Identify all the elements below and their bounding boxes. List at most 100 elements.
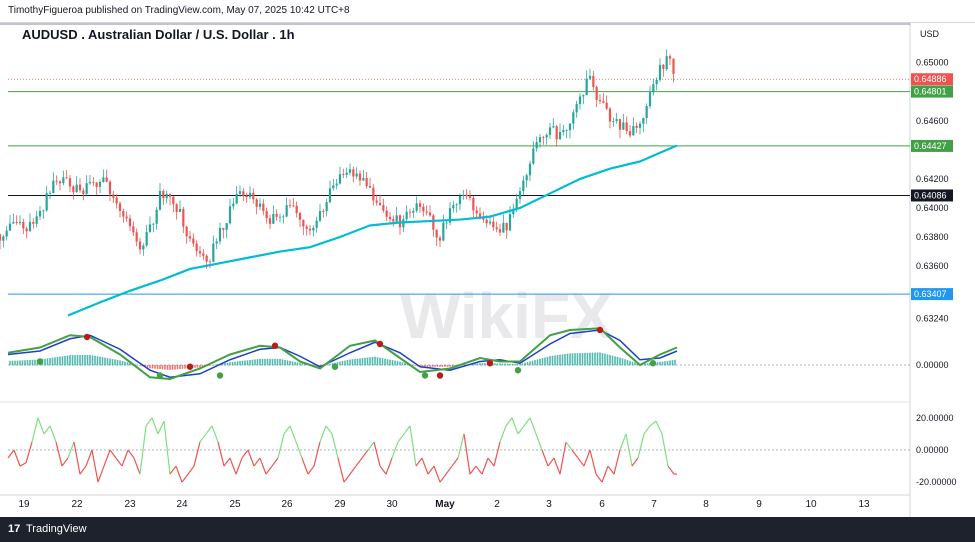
time-tick-label: 6 [599,499,605,510]
osc1-histogram-bar [596,352,599,366]
osc1-histogram-bar [174,365,176,370]
osc1-histogram-bar [176,365,179,370]
osc1-histogram-bar [446,365,449,367]
osc1-histogram-bar [454,365,456,367]
osc2-line-segment [271,457,279,467]
osc1-histogram-bar [646,363,649,366]
osc1-histogram-bar [586,352,589,366]
osc1-histogram-bar [76,355,79,366]
time-tick-label: 30 [386,499,398,510]
time-tick-label: 19 [18,499,30,510]
candle-body [672,58,675,74]
osc2-line-segment [589,449,597,475]
candle-body [625,122,628,132]
osc1-histogram-bar [151,365,154,369]
candle-body [258,203,262,207]
candle-body [338,174,342,184]
candle-body [248,192,252,198]
osc1-histogram-bar [264,358,266,366]
osc2-line-segment [667,465,675,475]
osc1-histogram-bar [156,365,159,369]
osc1-histogram-bar [534,360,536,366]
osc2-line-segment [193,441,201,467]
osc1-histogram-bar [349,359,351,366]
candle-body [432,215,435,230]
osc1-cross-dot [436,372,444,379]
osc1-histogram-bar [591,352,594,366]
osc1-histogram-bar [619,357,621,366]
osc1-histogram-bar [94,355,96,366]
candle-body [28,221,32,232]
osc1-histogram-bar [541,358,544,366]
osc1-histogram-bar [609,355,611,366]
osc1-histogram-bar [526,362,529,366]
candle-body [488,221,492,224]
candle-body [412,210,415,213]
osc1-cross-dot [156,372,164,379]
candle-body [208,261,212,263]
candle-body [418,203,422,207]
osc1-histogram-bar [536,359,539,366]
candle-body [398,215,402,228]
candle-body [545,134,548,138]
osc2-line-segment [385,457,393,475]
osc2-tick-label: 0.00000 [916,445,949,455]
osc1-histogram-bar [366,357,369,366]
candle-body [252,192,255,200]
osc2-line-segment [343,473,351,483]
time-tick-label: 26 [281,499,293,510]
osc2-line-segment [31,417,39,443]
candle-body [605,102,608,109]
candle-body [112,194,115,198]
time-tick-label: 29 [334,499,346,510]
osc1-histogram-bar [364,357,366,366]
osc1-histogram-bar [84,354,86,366]
candle-body [152,223,155,225]
candle-body [632,125,635,136]
osc1-histogram-bar [109,358,111,366]
candle-body [242,191,245,196]
osc1-histogram-bar [241,360,244,366]
osc2-line-segment [529,417,537,435]
osc1-histogram-bar [436,365,439,367]
candle-body [168,193,172,197]
osc2-line-segment [301,457,309,475]
candle-body [558,132,562,140]
osc1-histogram-bar [91,355,94,366]
osc1-histogram-bar [221,363,224,366]
osc1-histogram-bar [329,363,331,366]
osc1-histogram-bar [301,363,304,366]
osc1-histogram-bar [139,365,141,366]
candle-body [115,197,118,204]
candle-body [145,232,148,246]
level-tag-label: 0.64801 [914,87,947,97]
osc1-histogram-bar [439,365,441,367]
candle-body [292,205,295,207]
osc1-histogram-bar [434,365,436,367]
osc1-histogram-bar [246,360,249,366]
osc1-histogram-bar [194,365,196,368]
candle-body [45,193,48,211]
candle-body [532,148,535,164]
candle-body [265,210,268,219]
candle-body [2,236,5,241]
candle-body [405,211,408,220]
candle-body [372,187,375,201]
candle-body [568,123,572,131]
osc1-histogram-bar [604,353,606,366]
candle-body [555,126,558,140]
candle-body [565,130,568,131]
osc1-histogram-bar [659,361,661,366]
time-tick-label: 13 [858,499,870,510]
osc1-histogram-bar [431,365,434,367]
osc2-line-segment [133,457,141,475]
osc1-histogram-bar [514,363,516,366]
candle-body [472,198,475,211]
candle-body [622,122,625,130]
osc1-cross-dot [486,360,494,367]
osc1-histogram-bar [159,365,161,370]
osc2-line-segment [115,457,123,467]
candle-body [238,191,242,194]
tradingview-brand[interactable]: TradingView [26,523,87,535]
